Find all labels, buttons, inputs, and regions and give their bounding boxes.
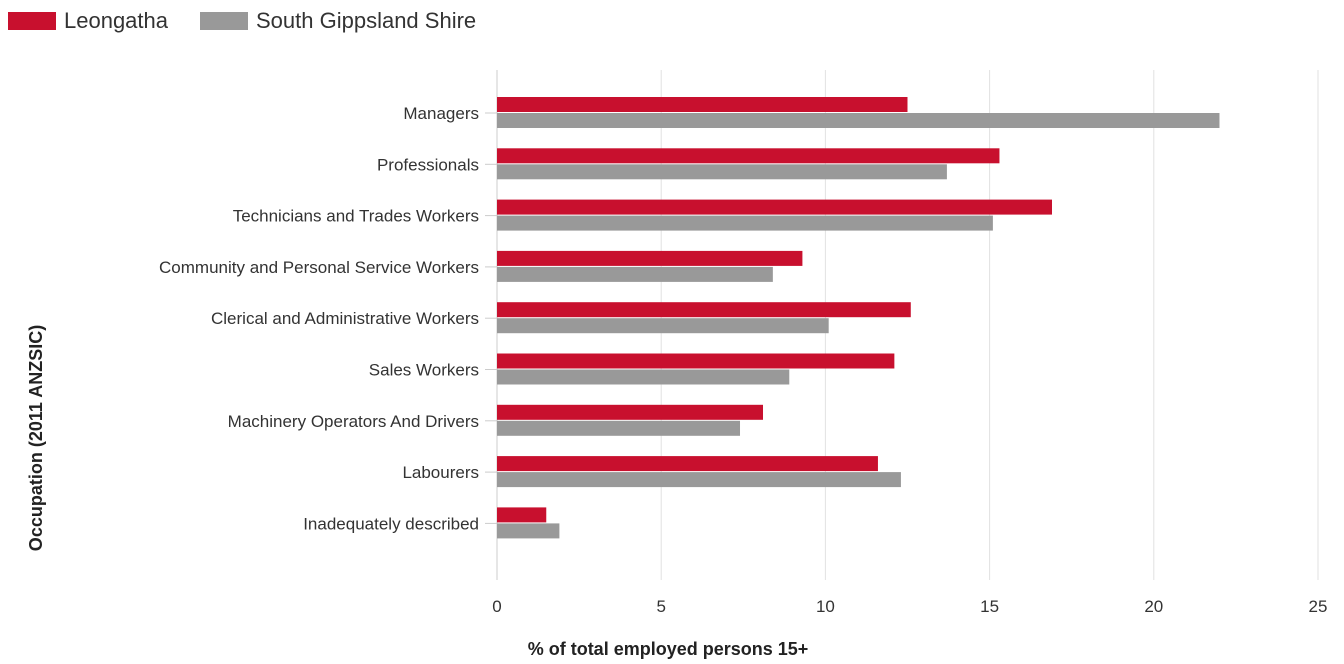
category-label: Clerical and Administrative Workers bbox=[211, 309, 479, 328]
category-label: Managers bbox=[403, 104, 479, 123]
x-tick-label: 20 bbox=[1144, 597, 1163, 616]
legend-swatch-leongatha bbox=[8, 12, 56, 30]
bar-leongatha[interactable] bbox=[497, 148, 1000, 164]
bar-leongatha[interactable] bbox=[497, 302, 911, 318]
x-tick-labels: 0 5 10 15 20 25 bbox=[492, 597, 1327, 616]
x-tick-label: 10 bbox=[816, 597, 835, 616]
category-label: Technicians and Trades Workers bbox=[233, 207, 479, 226]
bar-south-gippsland-shire[interactable] bbox=[497, 318, 829, 334]
bar-leongatha[interactable] bbox=[497, 456, 878, 472]
bar-south-gippsland-shire[interactable] bbox=[497, 472, 901, 488]
legend: Leongatha South Gippsland Shire bbox=[8, 8, 476, 34]
bar-leongatha[interactable] bbox=[497, 404, 764, 420]
bar-south-gippsland-shire[interactable] bbox=[497, 523, 560, 539]
bar-leongatha[interactable] bbox=[497, 97, 908, 112]
x-tick-label: 0 bbox=[492, 597, 501, 616]
bar-leongatha[interactable] bbox=[497, 507, 547, 523]
bar-south-gippsland-shire[interactable] bbox=[497, 164, 947, 180]
category-label: Inadequately described bbox=[303, 514, 479, 533]
x-tick-label: 25 bbox=[1309, 597, 1328, 616]
bar-south-gippsland-shire[interactable] bbox=[497, 369, 790, 385]
bars bbox=[497, 97, 1220, 539]
bar-leongatha[interactable] bbox=[497, 353, 895, 369]
category-label: Community and Personal Service Workers bbox=[159, 258, 479, 277]
category-label: Machinery Operators And Drivers bbox=[228, 412, 479, 431]
bar-south-gippsland-shire[interactable] bbox=[497, 266, 773, 282]
legend-label-south-gippsland-shire: South Gippsland Shire bbox=[256, 8, 477, 33]
legend-item-south-gippsland-shire[interactable]: South Gippsland Shire bbox=[200, 8, 476, 34]
category-label: Sales Workers bbox=[369, 361, 479, 380]
bar-south-gippsland-shire[interactable] bbox=[497, 113, 1220, 128]
x-axis-title: % of total employed persons 15+ bbox=[528, 639, 809, 659]
bar-south-gippsland-shire[interactable] bbox=[497, 420, 741, 436]
legend-swatch-south-gippsland-shire bbox=[200, 12, 248, 30]
x-tick-label: 15 bbox=[980, 597, 999, 616]
category-labels: Managers Professionals Technicians and Tra… bbox=[159, 104, 479, 533]
legend-label-leongatha: Leongatha bbox=[64, 8, 168, 33]
bar-leongatha[interactable] bbox=[497, 199, 1052, 215]
x-tick-label: 5 bbox=[656, 597, 665, 616]
category-label: Labourers bbox=[402, 463, 479, 482]
category-label: Professionals bbox=[377, 155, 479, 174]
legend-item-leongatha[interactable]: Leongatha bbox=[8, 8, 168, 34]
bar-leongatha[interactable] bbox=[497, 250, 803, 266]
bar-south-gippsland-shire[interactable] bbox=[497, 215, 993, 231]
y-axis-title: Occupation (2011 ANZSIC) bbox=[26, 325, 46, 551]
